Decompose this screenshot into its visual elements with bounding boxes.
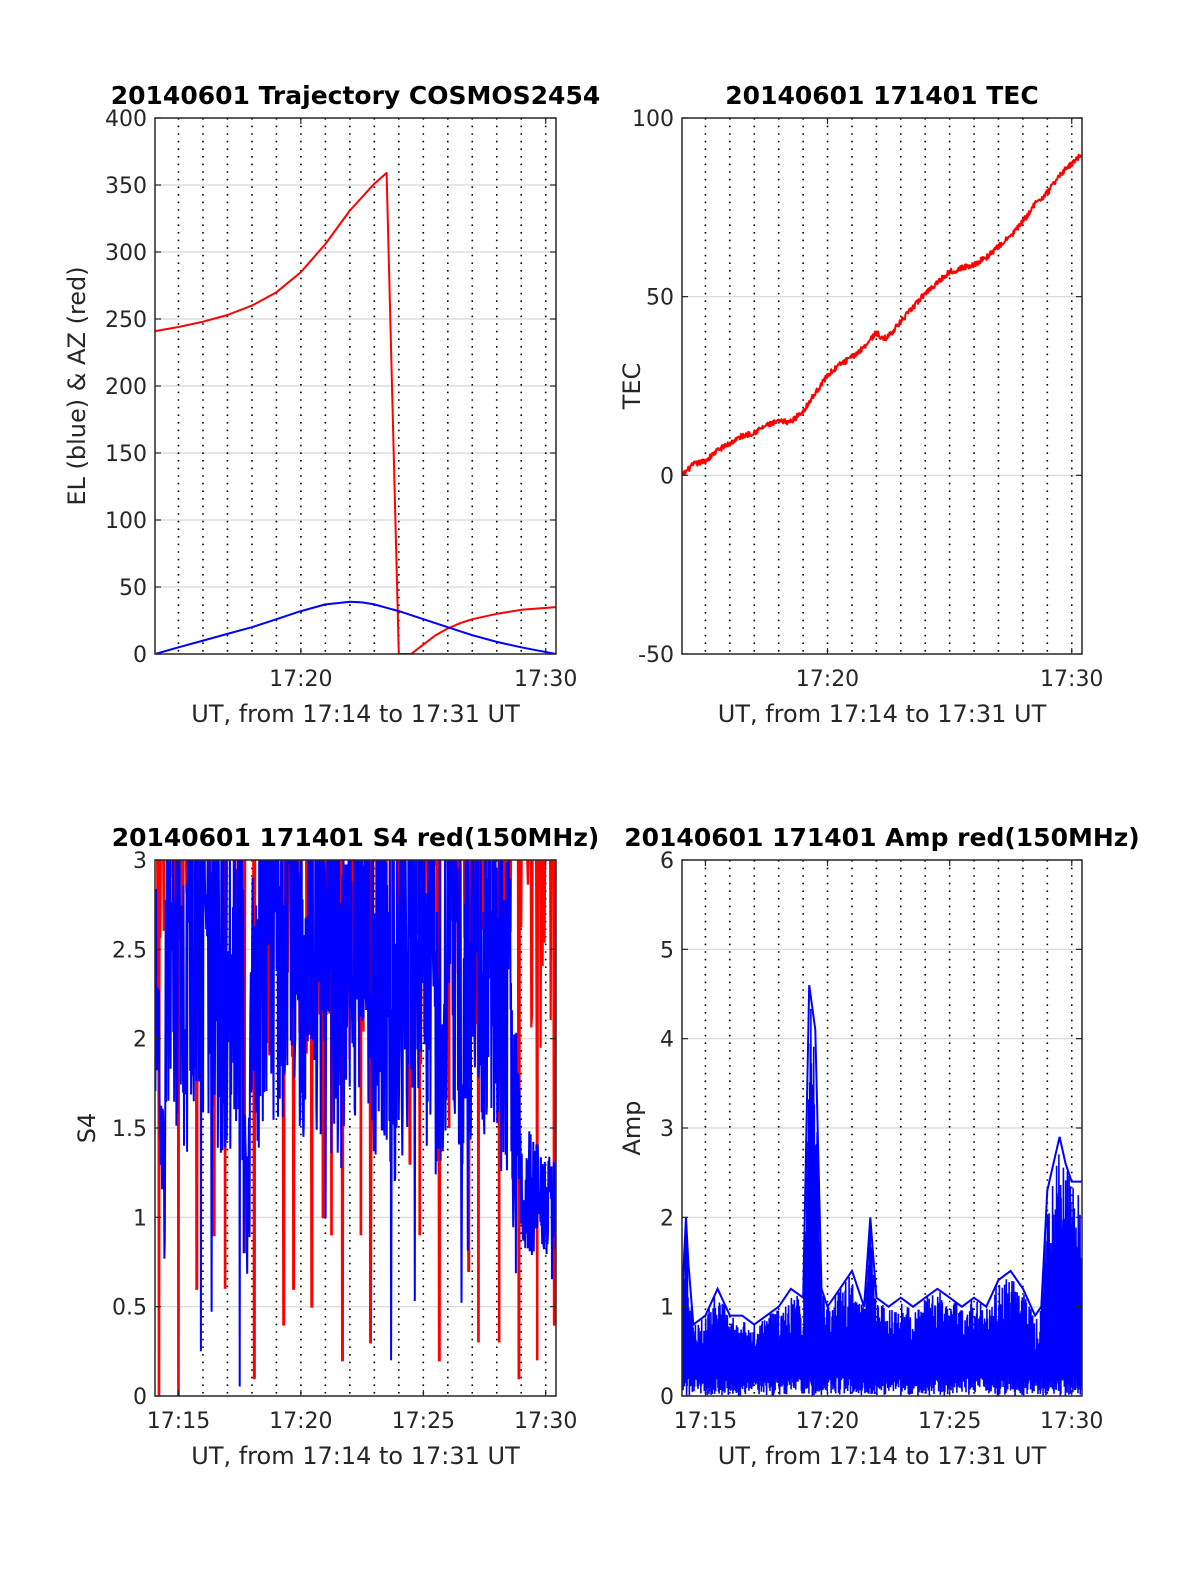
y-tick-label: 1 (133, 1206, 147, 1231)
y-tick-label: -50 (638, 643, 674, 668)
y-tick-label: 1.5 (112, 1117, 147, 1142)
x-axis-label: UT, from 17:14 to 17:31 UT (191, 1442, 520, 1470)
y-tick-label: 0 (660, 1385, 674, 1410)
series-line (155, 171, 556, 654)
y-tick-label: 400 (105, 107, 147, 132)
y-tick-label: 3 (133, 849, 147, 874)
series-line (682, 153, 1082, 476)
x-tick-label: 17:20 (269, 667, 332, 692)
series-envelope (682, 984, 1082, 1327)
x-tick-label: 17:15 (147, 1409, 210, 1434)
x-tick-label: 17:25 (918, 1409, 981, 1434)
y-tick-label: 1 (660, 1296, 674, 1321)
y-tick-label: 0.5 (112, 1296, 147, 1321)
y-tick-label: 100 (105, 509, 147, 534)
y-tick-label: 100 (632, 107, 674, 132)
y-tick-label: 3 (660, 1117, 674, 1142)
x-axis-label: UT, from 17:14 to 17:31 UT (718, 700, 1047, 728)
y-tick-label: 2 (133, 1028, 147, 1053)
x-tick-label: 17:20 (796, 667, 859, 692)
x-tick-label: 17:15 (674, 1409, 737, 1434)
x-tick-label: 17:20 (269, 1409, 332, 1434)
y-tick-label: 0 (133, 643, 147, 668)
x-tick-label: 17:30 (1040, 1409, 1103, 1434)
y-axis-label: EL (blue) & AZ (red) (63, 266, 91, 505)
panel-trajectory: 0 50 100 150 200 250 300 350 400 17:20 17:30 20140… (63, 81, 600, 728)
y-axis-label: TEC (618, 363, 646, 411)
chart-title: 20140601 171401 Amp red(150MHz) (624, 823, 1140, 852)
series-line (155, 600, 556, 654)
y-tick-label: 4 (660, 1028, 674, 1053)
y-tick-label: 0 (660, 464, 674, 489)
y-tick-label: 150 (105, 442, 147, 467)
y-tick-label: 50 (646, 286, 674, 311)
x-tick-label: 17:30 (1040, 667, 1103, 692)
chart-title: 20140601 Trajectory COSMOS2454 (111, 81, 601, 110)
y-tick-label: 300 (105, 241, 147, 266)
y-axis-label: S4 (73, 1113, 101, 1144)
axes-box (681, 117, 1083, 655)
y-tick-label: 2.5 (112, 938, 147, 963)
y-tick-label: 2 (660, 1206, 674, 1231)
x-tick-label: 17:30 (514, 1409, 577, 1434)
y-tick-label: 6 (660, 849, 674, 874)
chart-title: 20140601 171401 S4 red(150MHz) (112, 823, 600, 852)
y-tick-label: 0 (133, 1385, 147, 1410)
x-axis-label: UT, from 17:14 to 17:31 UT (718, 1442, 1047, 1470)
x-axis-label: UT, from 17:14 to 17:31 UT (191, 700, 520, 728)
chart-title: 20140601 171401 TEC (725, 81, 1038, 110)
panel-amp: 0 1 2 3 4 5 6 17:15 17:20 17:25 17:30 20140601 171… (618, 823, 1140, 1470)
series-line (682, 1008, 1082, 1396)
y-tick-label: 250 (105, 308, 147, 333)
x-tick-label: 17:25 (392, 1409, 455, 1434)
y-tick-label: 5 (660, 938, 674, 963)
y-tick-label: 350 (105, 174, 147, 199)
x-tick-label: 17:20 (796, 1409, 859, 1434)
panel-s4: 0 0.5 1 1.5 2 2.5 3 17:15 17:20 17:25 17:30 201406… (73, 823, 600, 1470)
x-tick-label: 17:30 (514, 667, 577, 692)
y-tick-label: 200 (105, 375, 147, 400)
y-tick-label: 50 (119, 576, 147, 601)
series-line (155, 860, 556, 1387)
y-axis-label: Amp (618, 1100, 646, 1155)
